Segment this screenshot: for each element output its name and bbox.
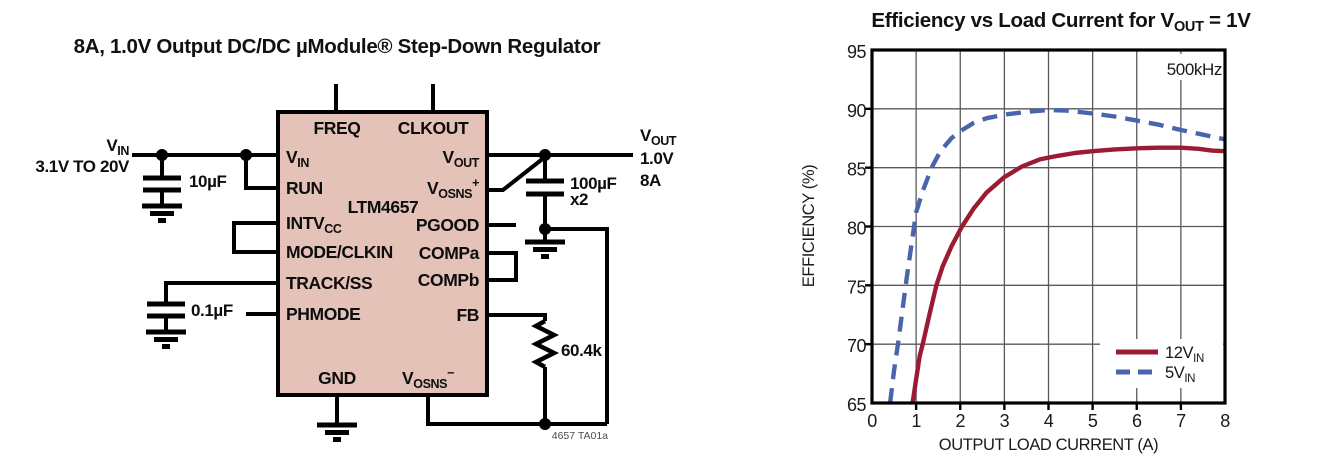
pin-label-track-ss: TRACK/SS bbox=[286, 273, 372, 293]
pin-label-gnd: GND bbox=[318, 368, 356, 388]
efficiency-curve-5vin bbox=[887, 107, 1225, 403]
pin-label-vin: VIN bbox=[286, 147, 309, 170]
x-tick-label: 8 bbox=[1220, 411, 1230, 431]
ground-symbol-softstart-cap bbox=[146, 329, 186, 349]
output-cap-value: 100µF bbox=[570, 174, 617, 193]
figure-caption: 4657 TA01a bbox=[552, 430, 608, 442]
wire-fb bbox=[487, 313, 547, 321]
y-tick-label: 85 bbox=[847, 160, 867, 180]
output-voltage-label: VOUT bbox=[640, 126, 677, 148]
x-tick-label: 2 bbox=[956, 411, 966, 431]
efficiency-curve-12vin bbox=[910, 145, 1225, 403]
pin-label-mode-clkin: MODE/CLKIN bbox=[286, 242, 393, 262]
legend-label-12vin: 12VIN bbox=[1165, 344, 1204, 365]
ground-symbol-input-cap bbox=[142, 203, 182, 223]
pin-label-freq: FREQ bbox=[313, 118, 360, 138]
ic-body bbox=[276, 110, 489, 397]
wire-vosns-minus bbox=[426, 395, 607, 426]
schematic-title: 8A, 1.0V Output DC/DC µModule® Step-Down… bbox=[74, 35, 601, 58]
output-current-value: 8A bbox=[640, 171, 661, 190]
ic-part-number: LTM4657 bbox=[348, 197, 419, 217]
y-tick-label: 90 bbox=[847, 101, 867, 121]
ground-symbol-gnd-pin bbox=[317, 422, 357, 442]
pin-label-run: RUN bbox=[286, 178, 323, 198]
input-cap-value: 10µF bbox=[189, 172, 227, 191]
annotation-bg bbox=[1150, 54, 1224, 80]
pin-label-vosns-minus: VOSNS− bbox=[402, 366, 454, 391]
input-voltage-label: VIN bbox=[106, 136, 129, 158]
junction-dot bbox=[539, 223, 551, 235]
y-tick-label: 95 bbox=[847, 42, 867, 62]
x-tick-label: 0 bbox=[867, 411, 877, 431]
wire-output-gnd-sense bbox=[545, 227, 609, 424]
wire-vosns-plus bbox=[487, 155, 547, 192]
wire-trackss bbox=[164, 281, 278, 302]
pin-label-vosns-plus: VOSNS+ bbox=[427, 176, 479, 201]
y-axis-label: EFFICIENCY (%) bbox=[800, 165, 818, 287]
efficiency-curves bbox=[887, 107, 1225, 403]
junction-dot bbox=[156, 149, 168, 161]
output-voltage-value: 1.0V bbox=[640, 149, 674, 168]
output-cap-qty: x2 bbox=[570, 190, 588, 209]
wire-run bbox=[244, 155, 278, 190]
ground-symbol-output-cap bbox=[525, 239, 565, 259]
pin-label-intvcc: INTVCC bbox=[286, 213, 342, 236]
pin-label-compa: COMPa bbox=[419, 243, 480, 263]
frequency-annotation: 500kHz bbox=[1167, 60, 1222, 79]
softstart-cap bbox=[147, 301, 185, 319]
x-tick-label: 4 bbox=[1044, 411, 1054, 431]
schematic: 8A, 1.0V Output DC/DC µModule® Step-Down… bbox=[35, 35, 677, 442]
pin-label-phmode: PHMODE bbox=[286, 304, 360, 324]
output-cap bbox=[526, 178, 564, 197]
x-tick-label: 7 bbox=[1176, 411, 1186, 431]
x-tick-label: 5 bbox=[1088, 411, 1098, 431]
legend: 12VIN 5VIN bbox=[1116, 344, 1204, 385]
junction-dot bbox=[240, 149, 252, 161]
y-tick-label: 75 bbox=[847, 277, 867, 297]
x-tick-label: 6 bbox=[1132, 411, 1142, 431]
junction-dots bbox=[156, 149, 551, 430]
feedback-resistor bbox=[530, 319, 560, 369]
wire-intvcc-mode-jumper bbox=[232, 221, 278, 254]
input-voltage-range: 3.1V TO 20V bbox=[35, 157, 130, 176]
y-tick-label: 65 bbox=[847, 395, 867, 415]
pin-label-compb: COMPb bbox=[418, 270, 479, 290]
y-tick-label: 70 bbox=[847, 336, 867, 356]
junction-dot bbox=[539, 418, 551, 430]
pin-label-pgood: PGOOD bbox=[416, 215, 479, 235]
chart-title: Efficiency vs Load Current for VOUT = 1V bbox=[871, 9, 1251, 35]
junction-dot bbox=[539, 149, 551, 161]
pin-label-vout: VOUT bbox=[443, 147, 480, 170]
feedback-resistor-value: 60.4k bbox=[561, 341, 602, 360]
axis-ticks bbox=[865, 107, 1183, 410]
efficiency-chart: Efficiency vs Load Current for VOUT = 1V… bbox=[800, 9, 1252, 454]
wire-comp-jumper bbox=[487, 251, 518, 282]
x-tick-label: 3 bbox=[1000, 411, 1010, 431]
pin-label-clkout: CLKOUT bbox=[398, 118, 469, 138]
x-axis-label: OUTPUT LOAD CURRENT (A) bbox=[939, 436, 1158, 454]
legend-label-5vin: 5VIN bbox=[1165, 364, 1195, 385]
y-tick-label: 80 bbox=[847, 219, 867, 239]
softstart-cap-value: 0.1µF bbox=[191, 301, 233, 320]
pin-label-fb: FB bbox=[456, 305, 479, 325]
legend-bg bbox=[1100, 339, 1223, 388]
input-cap bbox=[143, 175, 181, 193]
x-tick-label: 1 bbox=[911, 411, 921, 431]
